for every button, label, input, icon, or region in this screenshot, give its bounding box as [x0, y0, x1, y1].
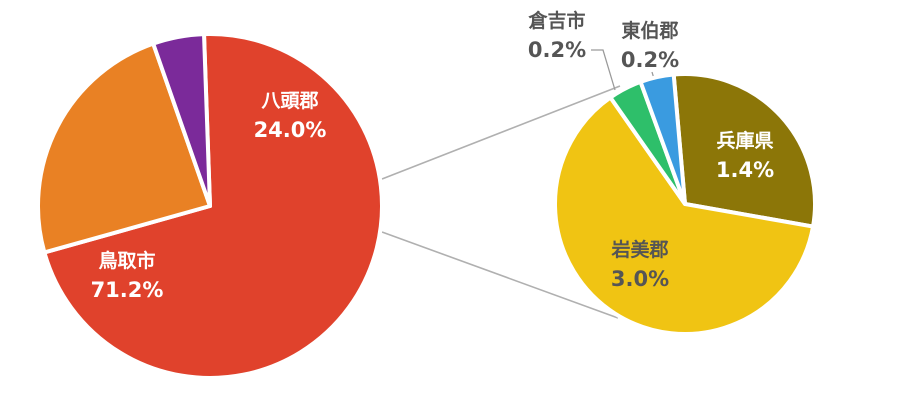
connector-line-bottom — [381, 231, 619, 319]
label-kurayoshi-name: 倉吉市 — [527, 9, 585, 32]
connector-line-top — [381, 85, 621, 180]
label-tottori-value: 71.2% — [91, 278, 164, 302]
label-iwami-value: 3.0% — [611, 267, 669, 291]
label-yazu-name: 八頭郡 — [261, 90, 318, 112]
main-slice-other — [151, 32, 212, 208]
main-slice-tottori — [42, 32, 384, 380]
label-tohaku-value: 0.2% — [621, 48, 679, 72]
main-pie — [36, 32, 384, 380]
label-yazu-value: 24.0% — [254, 118, 327, 142]
label-hyogo-name: 兵庫県 — [716, 129, 773, 152]
sub-slice-iwami — [553, 95, 816, 336]
leader-line-kurayoshi — [591, 49, 616, 91]
label-tottori-name: 鳥取市 — [98, 249, 155, 272]
sub-slice-tohaku — [638, 72, 687, 206]
label-iwami-name: 岩美郡 — [610, 238, 668, 261]
sub-slice-hyogo — [671, 72, 817, 229]
main-slice-yazu — [36, 41, 212, 255]
label-hyogo-value: 1.4% — [716, 158, 774, 182]
label-kurayoshi-value: 0.2% — [528, 38, 586, 62]
label-tohaku-name: 東伯郡 — [621, 19, 678, 42]
secondary-pie — [553, 72, 817, 336]
